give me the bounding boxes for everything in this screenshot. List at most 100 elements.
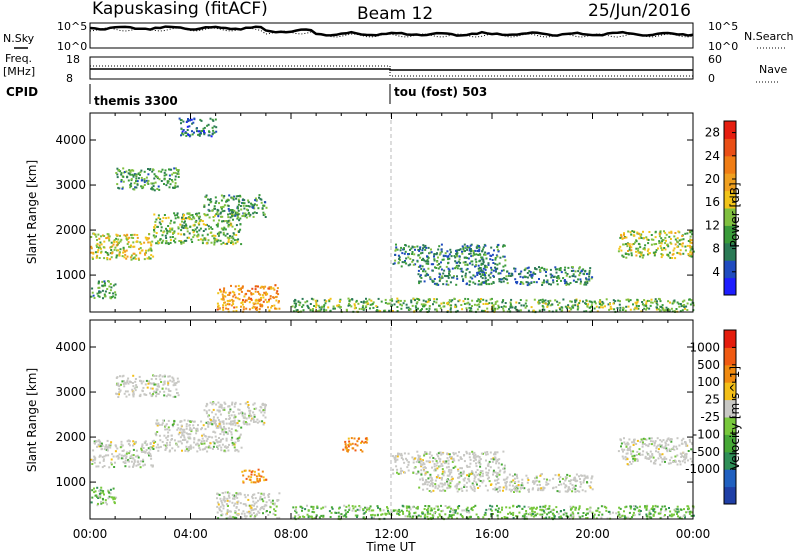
power-echo-cell [227, 216, 230, 219]
power-echo-cell [227, 199, 230, 202]
vel-echo-cell [253, 504, 255, 507]
power-echo-cell [314, 299, 317, 302]
power-echo-cell [622, 255, 625, 258]
vel-echo-cell [362, 508, 365, 511]
vel-echo-cell [124, 459, 127, 462]
vel-echo-cell [171, 423, 174, 426]
vel-echo-cell [451, 477, 454, 480]
power-echo-cell [545, 268, 548, 271]
vel-echo-cell [192, 427, 195, 429]
vel-echo-cell [221, 443, 224, 446]
vel-echo-cell [543, 478, 546, 480]
power-x-ticks [89, 113, 694, 312]
vel-echo-cell [485, 459, 487, 462]
power-echo-cell [588, 279, 591, 282]
vel-echo-cell [447, 465, 450, 468]
vel-echo-cell [562, 482, 565, 485]
vel-echo-cell [222, 421, 225, 424]
vel-echo-cell [106, 503, 108, 506]
vel-echo-cell [163, 382, 166, 385]
vel-echo-cell [129, 456, 132, 459]
vel-echo-cell [568, 474, 571, 477]
vel-echo-cell [91, 463, 94, 465]
vel-echo-cell [432, 457, 435, 459]
power-echo-cell [417, 269, 420, 272]
power-echo-cell [428, 305, 431, 307]
power-echo-cell [404, 244, 407, 247]
vel-echo-cell [624, 458, 627, 461]
power-echo-cell [202, 238, 205, 241]
power-echo-cell [477, 283, 480, 286]
vel-echo-cell [478, 456, 481, 458]
power-echo-cell [207, 239, 210, 242]
vel-echo-cell [183, 436, 186, 439]
power-echo-cell [426, 273, 429, 276]
vel-echo-cell [427, 477, 430, 480]
vel-echo-cell [173, 421, 175, 424]
power-echo-cell [227, 207, 230, 210]
power-echo-cell [214, 207, 216, 210]
vel-echo-cell [212, 416, 215, 419]
power-echo-cell [433, 298, 436, 300]
power-echo-cell [430, 251, 433, 254]
vel-echo-cell [108, 491, 111, 494]
power-echo-cell [639, 251, 642, 254]
power-echo-cell [499, 256, 502, 259]
nave-label: Nave [759, 63, 787, 76]
power-echo-cell [195, 219, 198, 222]
vel-echo-cell [182, 439, 184, 441]
power-echo-cell [645, 236, 648, 239]
vel-echo-cell [134, 378, 137, 380]
vel-echo-cell [457, 468, 460, 471]
vel-echo-cell [446, 480, 448, 483]
vel-echo-cell [241, 412, 244, 415]
vel-echo-cell [444, 505, 447, 507]
power-echo-cell [683, 304, 686, 306]
vel-echo-cell [268, 493, 271, 495]
power-echo-cell [492, 304, 495, 307]
vel-echo-cell [188, 436, 191, 439]
vel-echo-cell [246, 401, 249, 404]
power-echo-cell [230, 304, 233, 307]
vel-echo-cell [443, 462, 446, 465]
vel-echo-cell [207, 425, 210, 428]
vel-echo-cell [144, 383, 147, 386]
vel-echo-cell [232, 442, 235, 445]
vel-echo-cell [529, 507, 532, 510]
vel-echo-cell [571, 490, 574, 493]
vel-echo-cell [225, 513, 228, 516]
power-echo-cell [585, 310, 588, 313]
vel-echo-cell [473, 490, 476, 493]
vel-echo-cell [516, 490, 519, 492]
vel-echo-cell [110, 463, 113, 466]
power-echo-cell [454, 267, 457, 270]
vel-echo-cell [216, 505, 219, 508]
vel-echo-cell [163, 434, 166, 437]
power-echo-cell [189, 225, 192, 228]
power-echo-cell [454, 260, 457, 263]
vel-echo-cell [411, 506, 414, 509]
vel-echo-cell [482, 516, 485, 519]
power-echo-cell [599, 306, 602, 309]
vel-echo-cell [135, 449, 138, 452]
power-echo-cell [365, 297, 367, 300]
power-echo-cell [569, 282, 572, 284]
power-echo-cell [237, 238, 240, 241]
power-echo-cell [255, 199, 258, 202]
power-echo-cell [200, 119, 203, 122]
power-echo-cell [104, 290, 107, 293]
power-echo-cell [125, 257, 128, 260]
power-echo-cell [424, 303, 427, 306]
power-echo-cell [601, 306, 604, 309]
power-echo-cell [495, 254, 498, 257]
power-echo-cell [237, 231, 240, 233]
vel-echo-cell [187, 450, 190, 453]
vel-echo-cell [211, 436, 214, 439]
power-echo-cell [427, 246, 430, 249]
power-echo-cell [135, 177, 138, 180]
power-echo-cell [222, 298, 225, 301]
vel-echo-cell [212, 420, 214, 423]
vel-echo-cell [376, 513, 379, 516]
vel-echo-cell [176, 392, 178, 394]
vel-echo-cell [107, 497, 110, 500]
